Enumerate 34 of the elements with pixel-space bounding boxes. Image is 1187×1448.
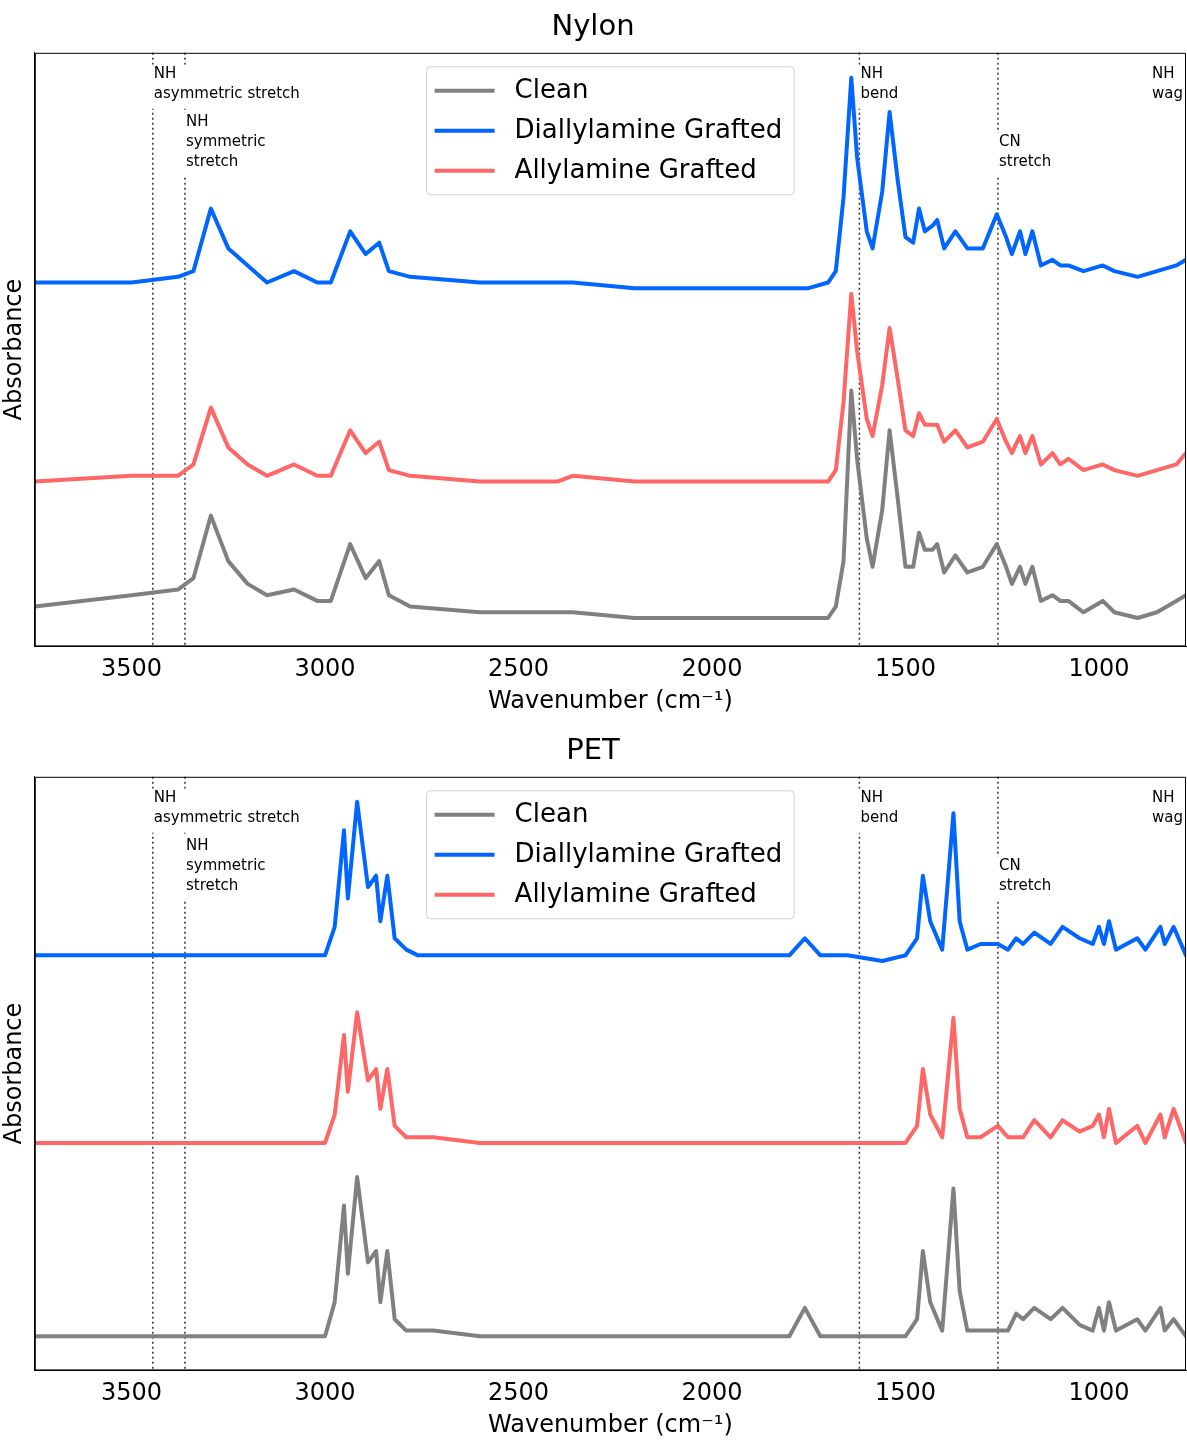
legend-label: Clean bbox=[514, 73, 589, 104]
x-axis-title: Wavenumber (cm⁻¹) bbox=[488, 1409, 733, 1438]
x-tick-label: 2000 bbox=[681, 654, 743, 683]
x-tick-label: 2000 bbox=[681, 1378, 743, 1407]
chart-title: PET bbox=[566, 731, 621, 766]
legend-label: Diallylamine Grafted bbox=[514, 113, 783, 144]
annotation: NH wag bbox=[1152, 64, 1183, 103]
ref-line-label: NH bend bbox=[860, 788, 899, 827]
x-tick-label: 3500 bbox=[101, 1378, 163, 1407]
y-axis-title: Absorbance bbox=[0, 1002, 27, 1145]
legend-label: Allylamine Grafted bbox=[514, 877, 757, 908]
annotation: NH wag bbox=[1152, 788, 1183, 827]
x-tick-label: 1000 bbox=[1068, 1378, 1130, 1407]
x-tick-label: 2500 bbox=[487, 654, 550, 683]
x-tick-label: 3000 bbox=[294, 1378, 356, 1407]
ref-line-label: NH bend bbox=[860, 64, 899, 103]
ref-line-label: CN stretch bbox=[998, 856, 1052, 895]
ref-line-label: CN stretch bbox=[998, 132, 1052, 171]
ref-line-label: NH asymmetric stretch bbox=[153, 64, 300, 103]
x-tick-label: 3500 bbox=[101, 654, 163, 683]
x-tick-label: 2500 bbox=[487, 1378, 550, 1407]
legend-label: Clean bbox=[514, 797, 589, 828]
ref-line-label: NH asymmetric stretch bbox=[153, 788, 300, 827]
x-tick-label: 1000 bbox=[1068, 654, 1130, 683]
legend-label: Diallylamine Grafted bbox=[514, 837, 783, 868]
x-tick-label: 3000 bbox=[294, 654, 356, 683]
x-axis-title: Wavenumber (cm⁻¹) bbox=[488, 685, 733, 714]
legend-label: Allylamine Grafted bbox=[514, 153, 757, 184]
y-axis-title: Absorbance bbox=[0, 278, 27, 421]
ref-line-label: NH symmetric stretch bbox=[185, 112, 266, 171]
ref-line-label: NH symmetric stretch bbox=[185, 836, 266, 895]
chart-title: Nylon bbox=[551, 7, 635, 42]
x-tick-label: 1500 bbox=[874, 654, 936, 683]
x-tick-label: 1500 bbox=[874, 1378, 936, 1407]
